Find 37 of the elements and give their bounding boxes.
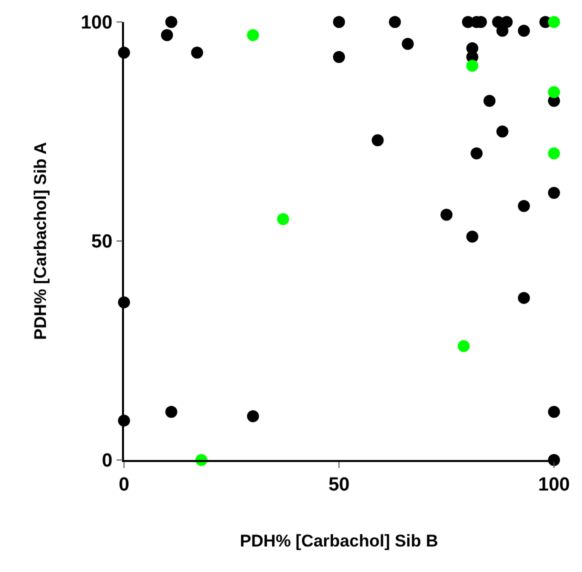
y-axis-title: PDH% [Carbachol] Sib A	[30, 142, 50, 340]
point	[518, 200, 530, 212]
point	[500, 16, 513, 28]
point	[191, 46, 204, 59]
point	[548, 16, 560, 28]
point	[548, 86, 560, 98]
x-tick-label: 50	[328, 474, 350, 496]
point	[548, 406, 560, 418]
x-tick-label: 100	[538, 474, 570, 496]
point	[277, 213, 290, 226]
point	[165, 406, 178, 418]
point	[165, 16, 178, 28]
point	[484, 94, 496, 107]
x-tick-label: 0	[118, 474, 130, 496]
point	[372, 134, 384, 146]
y-tick-label: 100	[80, 12, 112, 34]
point	[247, 29, 259, 42]
y-tick-label: 0	[102, 450, 112, 472]
point	[388, 16, 401, 28]
point	[496, 24, 508, 37]
point	[470, 147, 483, 160]
point	[333, 16, 345, 28]
point	[496, 126, 508, 138]
point	[440, 208, 452, 221]
point	[402, 38, 414, 50]
point	[548, 186, 560, 199]
point	[458, 340, 470, 352]
point	[333, 51, 345, 64]
y-tick-label: 50	[91, 232, 112, 253]
point	[161, 29, 173, 42]
point	[466, 230, 478, 243]
point	[518, 24, 530, 37]
x-axis-title: PDH% [Carbachol] Sib B	[240, 531, 438, 550]
point	[518, 292, 530, 304]
point	[466, 60, 478, 72]
point	[548, 147, 560, 160]
point	[247, 410, 259, 422]
